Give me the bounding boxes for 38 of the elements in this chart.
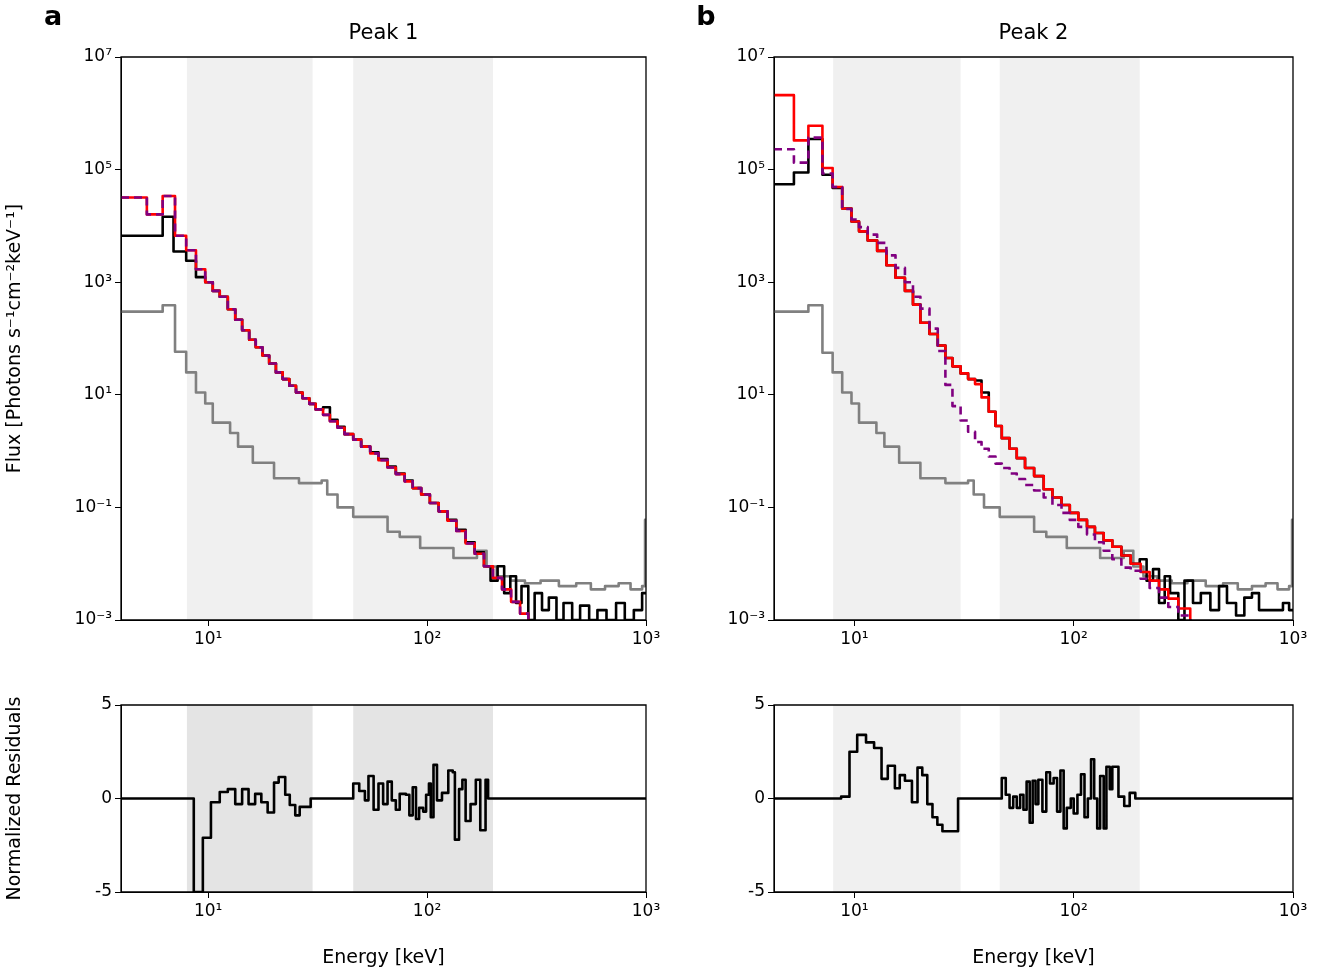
y-axis-title: Flux [Photons s⁻¹cm⁻²keV⁻¹] (2, 203, 25, 474)
x-tick-label: 10² (1059, 899, 1088, 920)
y-tick-label: 10⁻¹ (74, 495, 112, 516)
x-tick-label: 10¹ (840, 627, 869, 648)
x-tick-label: 10³ (1278, 627, 1308, 648)
y-tick-label: 10³ (83, 270, 112, 291)
y-tick-label: 0 (754, 786, 765, 807)
y-tick-label: 10⁻³ (74, 608, 112, 629)
y-tick-label: 10⁻³ (727, 608, 765, 629)
x-axis-title: Energy [keV] (322, 944, 445, 967)
x-tick-label: 10³ (631, 899, 661, 920)
y-tick-label: 10¹ (83, 383, 112, 404)
y-axis-title: Normalized Residuals (2, 696, 25, 901)
y-tick-label: 5 (101, 693, 112, 714)
x-tick-label: 10² (412, 627, 442, 648)
y-tick-label: 5 (754, 693, 765, 714)
y-tick-label: 10³ (736, 270, 765, 291)
x-tick-label: 10² (1059, 627, 1088, 648)
y-tick-label: -5 (748, 880, 765, 901)
y-tick-label: 0 (101, 786, 112, 807)
x-tick-label: 10² (412, 899, 442, 920)
text: b (696, 0, 716, 32)
y-tick-label: 10⁷ (736, 45, 766, 66)
x-axis-title: Energy [keV] (972, 944, 1095, 967)
y-tick-label: 10⁵ (83, 158, 112, 179)
chart-title: Peak 2 (998, 20, 1069, 45)
y-tick-label: 10⁷ (83, 45, 113, 66)
x-tick-label: 10¹ (840, 899, 869, 920)
chart-title: Peak 1 (348, 20, 419, 45)
text: a (43, 0, 63, 32)
y-tick-label: 10⁻¹ (727, 495, 765, 516)
x-tick-label: 10³ (1278, 899, 1308, 920)
x-tick-label: 10¹ (193, 899, 223, 920)
x-tick-label: 10³ (631, 627, 661, 648)
y-tick-label: 10⁵ (736, 158, 765, 179)
y-tick-label: -5 (95, 880, 112, 901)
x-tick-label: 10¹ (193, 627, 223, 648)
y-tick-label: 10¹ (736, 383, 765, 404)
